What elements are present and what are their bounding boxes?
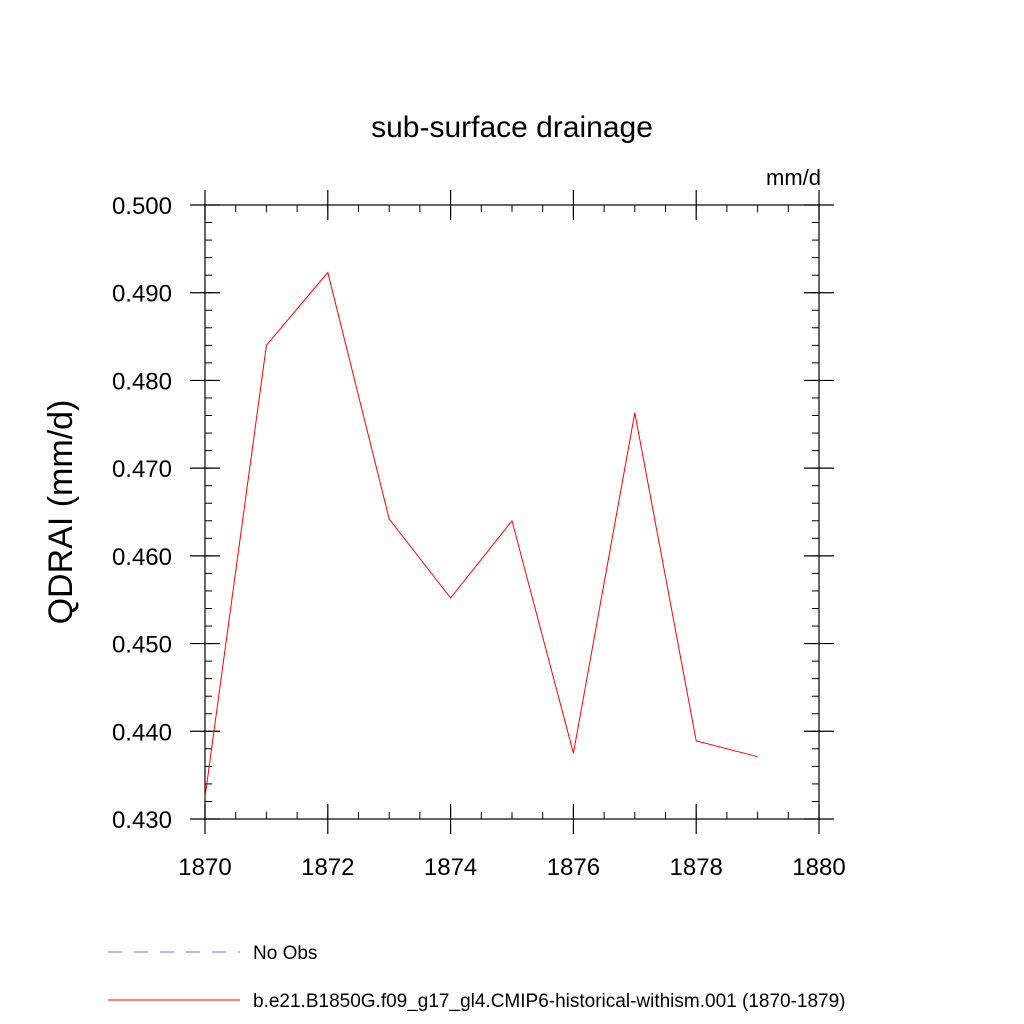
x-tick-label: 1872 <box>301 854 354 881</box>
series-group <box>204 271 758 798</box>
plot-frame <box>204 204 820 820</box>
series-line <box>204 271 758 798</box>
legend-label: b.e21.B1850G.f09_g17_gl4.CMIP6-historica… <box>253 991 846 1012</box>
y-tick-label: 0.450 <box>112 632 172 659</box>
y-tick-label: 0.490 <box>112 281 172 308</box>
minor-ticks <box>204 204 820 820</box>
y-tick-label: 0.430 <box>112 807 172 834</box>
x-tick-label: 1870 <box>178 854 231 881</box>
x-tick-labels: 1870 1872 1874 1876 1878 1880 <box>178 854 845 881</box>
y-tick-label: 0.500 <box>112 193 172 220</box>
y-axis-label: QDRAI (mm/d) <box>42 400 80 625</box>
y-tick-labels: 0.430 0.440 0.450 0.460 0.470 0.480 0.490 0.500 <box>112 193 172 834</box>
x-tick-label: 1878 <box>670 854 723 881</box>
y-tick-label: 0.470 <box>112 456 172 483</box>
y-tick-label: 0.460 <box>112 544 172 571</box>
legend: No Obs b.e21.B1850G.f09_g17_gl4.CMIP6-his… <box>108 943 846 1012</box>
chart-title: sub-surface drainage <box>371 111 653 144</box>
units-label: mm/d <box>766 165 821 190</box>
x-tick-label: 1874 <box>424 854 477 881</box>
y-tick-label: 0.440 <box>112 719 172 746</box>
legend-label: No Obs <box>253 943 317 964</box>
y-tick-label: 0.480 <box>112 368 172 395</box>
major-ticks <box>190 190 834 834</box>
x-tick-label: 1880 <box>792 854 845 881</box>
x-tick-label: 1876 <box>547 854 600 881</box>
